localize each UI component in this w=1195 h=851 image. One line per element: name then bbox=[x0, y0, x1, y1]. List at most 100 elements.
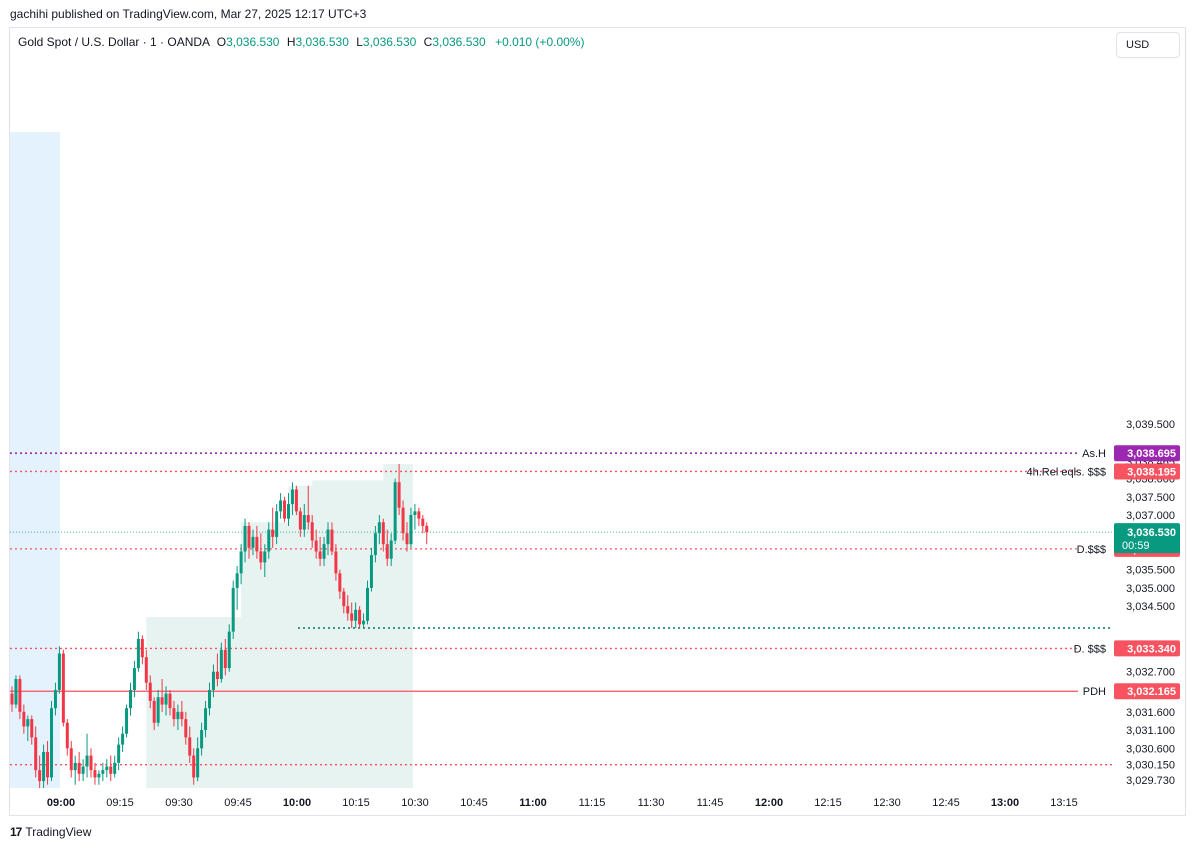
symbol-title[interactable]: Gold Spot / U.S. Dollar · 1 · OANDA bbox=[18, 35, 210, 49]
candle-body bbox=[125, 708, 129, 734]
candle-body bbox=[172, 708, 176, 720]
y-tick-label: 3,035.500 bbox=[1126, 565, 1175, 577]
candle-body bbox=[401, 507, 405, 534]
y-tick-label: 3,037.000 bbox=[1126, 510, 1175, 522]
y-tick-label: 3,035.000 bbox=[1126, 583, 1175, 595]
candle-body bbox=[330, 529, 334, 552]
high-value: 3,036.530 bbox=[295, 35, 349, 49]
candle-body bbox=[113, 762, 117, 774]
candle-body bbox=[267, 529, 271, 552]
candle-body bbox=[283, 500, 287, 519]
candle-body bbox=[393, 482, 397, 541]
candle-body bbox=[22, 711, 26, 727]
candle-body bbox=[271, 529, 275, 537]
candle-body bbox=[389, 540, 393, 559]
candle-body bbox=[132, 668, 136, 690]
candle-body bbox=[211, 671, 215, 690]
candle-body bbox=[215, 671, 219, 680]
price-badge-text: 3,033.340 bbox=[1127, 643, 1176, 655]
candle-body bbox=[413, 511, 417, 516]
candle-body bbox=[204, 708, 208, 731]
candle-body bbox=[251, 536, 255, 548]
candle-body bbox=[377, 522, 381, 534]
zone-step bbox=[288, 485, 315, 788]
candle-body bbox=[358, 609, 362, 625]
candle-body bbox=[10, 693, 14, 705]
candle-body bbox=[373, 533, 377, 556]
x-tick-label: 09:00 bbox=[47, 797, 75, 809]
candle-body bbox=[326, 529, 330, 545]
candle-body bbox=[338, 573, 342, 592]
x-tick-label: 11:45 bbox=[697, 797, 724, 809]
x-tick-label: 10:45 bbox=[460, 797, 488, 809]
x-tick-label: 12:00 bbox=[755, 797, 783, 809]
candle-body bbox=[34, 737, 38, 771]
x-tick-label: 11:00 bbox=[519, 797, 547, 809]
level-label: D. $$$ bbox=[1074, 643, 1106, 655]
candle-body bbox=[69, 748, 73, 771]
currency-button[interactable]: USD bbox=[1116, 32, 1180, 58]
candle-body bbox=[318, 551, 322, 559]
zone-step bbox=[312, 480, 386, 788]
candle-body bbox=[231, 587, 235, 632]
y-tick-label: 3,034.500 bbox=[1126, 601, 1175, 613]
candle-body bbox=[144, 657, 148, 683]
candle-body bbox=[263, 551, 267, 563]
candle-body bbox=[50, 708, 53, 778]
candle-body bbox=[350, 613, 354, 621]
candle-body bbox=[57, 653, 61, 690]
open-value: 3,036.530 bbox=[226, 35, 280, 49]
price-badge-text: 3,032.165 bbox=[1127, 686, 1176, 698]
candle-body bbox=[30, 719, 34, 738]
candle-body bbox=[26, 719, 30, 727]
low-label: L bbox=[356, 35, 363, 49]
candle-body bbox=[255, 536, 259, 552]
ohlc-legend: Gold Spot / U.S. Dollar · 1 · OANDA O3,0… bbox=[18, 35, 584, 49]
level-label: As.H bbox=[1082, 448, 1106, 460]
y-tick-label: 3,030.150 bbox=[1126, 760, 1175, 772]
zone-layer bbox=[146, 463, 413, 788]
candle-body bbox=[314, 540, 318, 552]
candle-body bbox=[93, 770, 97, 778]
price-badge bbox=[1114, 445, 1180, 462]
candle-body bbox=[279, 500, 283, 512]
x-tick-label: 10:00 bbox=[283, 797, 311, 809]
open-label: O bbox=[216, 35, 227, 49]
session-highlight bbox=[10, 132, 60, 788]
tradingview-logo-icon[interactable]: 17 bbox=[10, 825, 22, 839]
candle-body bbox=[73, 762, 77, 771]
candle-body bbox=[243, 525, 247, 552]
candle-body bbox=[322, 544, 326, 559]
candle-body bbox=[46, 751, 50, 778]
x-tick-label: 10:15 bbox=[342, 797, 370, 809]
close-value: 3,036.530 bbox=[432, 35, 486, 49]
price-badge bbox=[1114, 640, 1180, 657]
candle-body bbox=[168, 693, 172, 709]
y-tick-label: 3,032.700 bbox=[1126, 667, 1175, 679]
brand-name[interactable]: TradingView bbox=[25, 825, 92, 839]
candle-body bbox=[369, 555, 373, 588]
candle-body bbox=[302, 515, 306, 530]
candle-body bbox=[188, 737, 192, 756]
x-tick-label: 12:15 bbox=[814, 797, 842, 809]
candle-body bbox=[42, 751, 46, 782]
candle-body bbox=[105, 766, 109, 771]
candle-body bbox=[53, 689, 57, 709]
candle-body bbox=[287, 504, 290, 519]
candle-body bbox=[85, 755, 89, 767]
candle-body bbox=[160, 697, 164, 705]
publisher-line: gachihi published on TradingView.com, Ma… bbox=[10, 7, 367, 21]
candle-body bbox=[184, 719, 188, 738]
level-label: D.$$$ bbox=[1077, 544, 1106, 556]
candle-body bbox=[342, 591, 346, 607]
candle-body bbox=[109, 766, 113, 774]
candle-body bbox=[136, 638, 140, 669]
x-tick-label: 09:45 bbox=[224, 797, 252, 809]
last-price-badge bbox=[1114, 523, 1180, 554]
close-label: C bbox=[423, 35, 433, 49]
candle-body bbox=[334, 551, 338, 574]
candle-body bbox=[180, 711, 184, 720]
candle-body bbox=[38, 770, 42, 782]
candle-body bbox=[405, 533, 409, 545]
